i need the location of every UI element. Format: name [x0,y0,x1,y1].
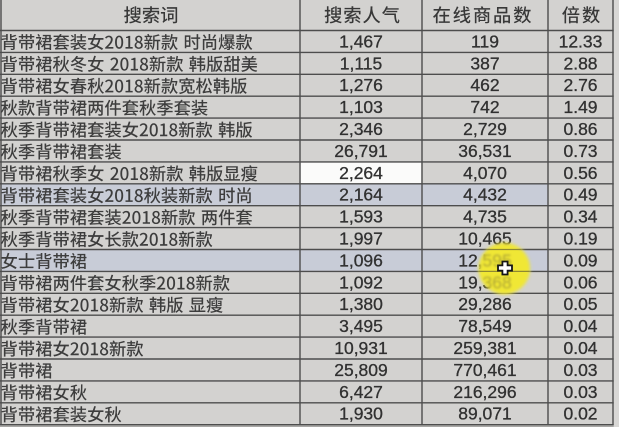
svg-text:0.02: 0.02 [563,404,597,424]
svg-text:0.04: 0.04 [563,338,597,358]
svg-text:1,467: 1,467 [339,31,383,51]
svg-text:10,931: 10,931 [334,338,388,358]
svg-text:36,531: 36,531 [458,141,512,161]
svg-text:10,465: 10,465 [458,229,512,249]
svg-text:742: 742 [470,97,499,117]
svg-text:0.03: 0.03 [563,382,597,402]
svg-text:2.88: 2.88 [563,53,597,73]
svg-text:25,809: 25,809 [334,360,388,380]
svg-text:3,495: 3,495 [339,316,383,336]
svg-text:4,432: 4,432 [463,185,507,205]
svg-text:4,070: 4,070 [463,163,507,183]
svg-text:119: 119 [471,31,499,51]
svg-text:0.04: 0.04 [563,316,597,336]
svg-text:0.09: 0.09 [563,250,597,270]
svg-text:0.49: 0.49 [563,185,597,205]
svg-text:1,103: 1,103 [339,97,383,117]
svg-text:1,380: 1,380 [339,294,383,314]
svg-text:0.03: 0.03 [563,360,597,380]
svg-text:1.49: 1.49 [563,97,597,117]
svg-text:0.34: 0.34 [563,207,597,227]
svg-text:1,096: 1,096 [339,250,383,270]
svg-text:89,071: 89,071 [458,404,512,424]
svg-text:0.19: 0.19 [563,229,597,249]
svg-text:78,549: 78,549 [458,316,512,336]
svg-text:0.73: 0.73 [563,141,597,161]
svg-text:1,930: 1,930 [339,404,383,424]
svg-text:216,296: 216,296 [453,382,516,402]
svg-text:12.33: 12.33 [559,31,603,51]
svg-text:29,286: 29,286 [458,294,512,314]
svg-text:2.76: 2.76 [563,75,597,95]
svg-text:1,276: 1,276 [339,75,383,95]
svg-text:387: 387 [470,53,499,73]
svg-text:1,115: 1,115 [340,53,383,73]
svg-text:0.86: 0.86 [563,119,597,139]
svg-text:4,735: 4,735 [463,207,507,227]
svg-text:2,729: 2,729 [463,119,507,139]
svg-text:1,593: 1,593 [339,207,383,227]
svg-text:259,381: 259,381 [453,338,516,358]
svg-text:0.05: 0.05 [563,294,597,314]
svg-text:770,461: 770,461 [453,360,516,380]
svg-text:1,997: 1,997 [339,229,383,249]
svg-text:2,346: 2,346 [339,119,383,139]
svg-text:6,427: 6,427 [339,382,383,402]
svg-text:462: 462 [470,75,499,95]
svg-text:26,791: 26,791 [334,141,388,161]
svg-text:2,264: 2,264 [339,163,383,183]
svg-text:0.56: 0.56 [563,163,597,183]
svg-text:2,164: 2,164 [339,185,383,205]
svg-text:0.06: 0.06 [563,272,597,292]
svg-text:1,092: 1,092 [339,272,383,292]
